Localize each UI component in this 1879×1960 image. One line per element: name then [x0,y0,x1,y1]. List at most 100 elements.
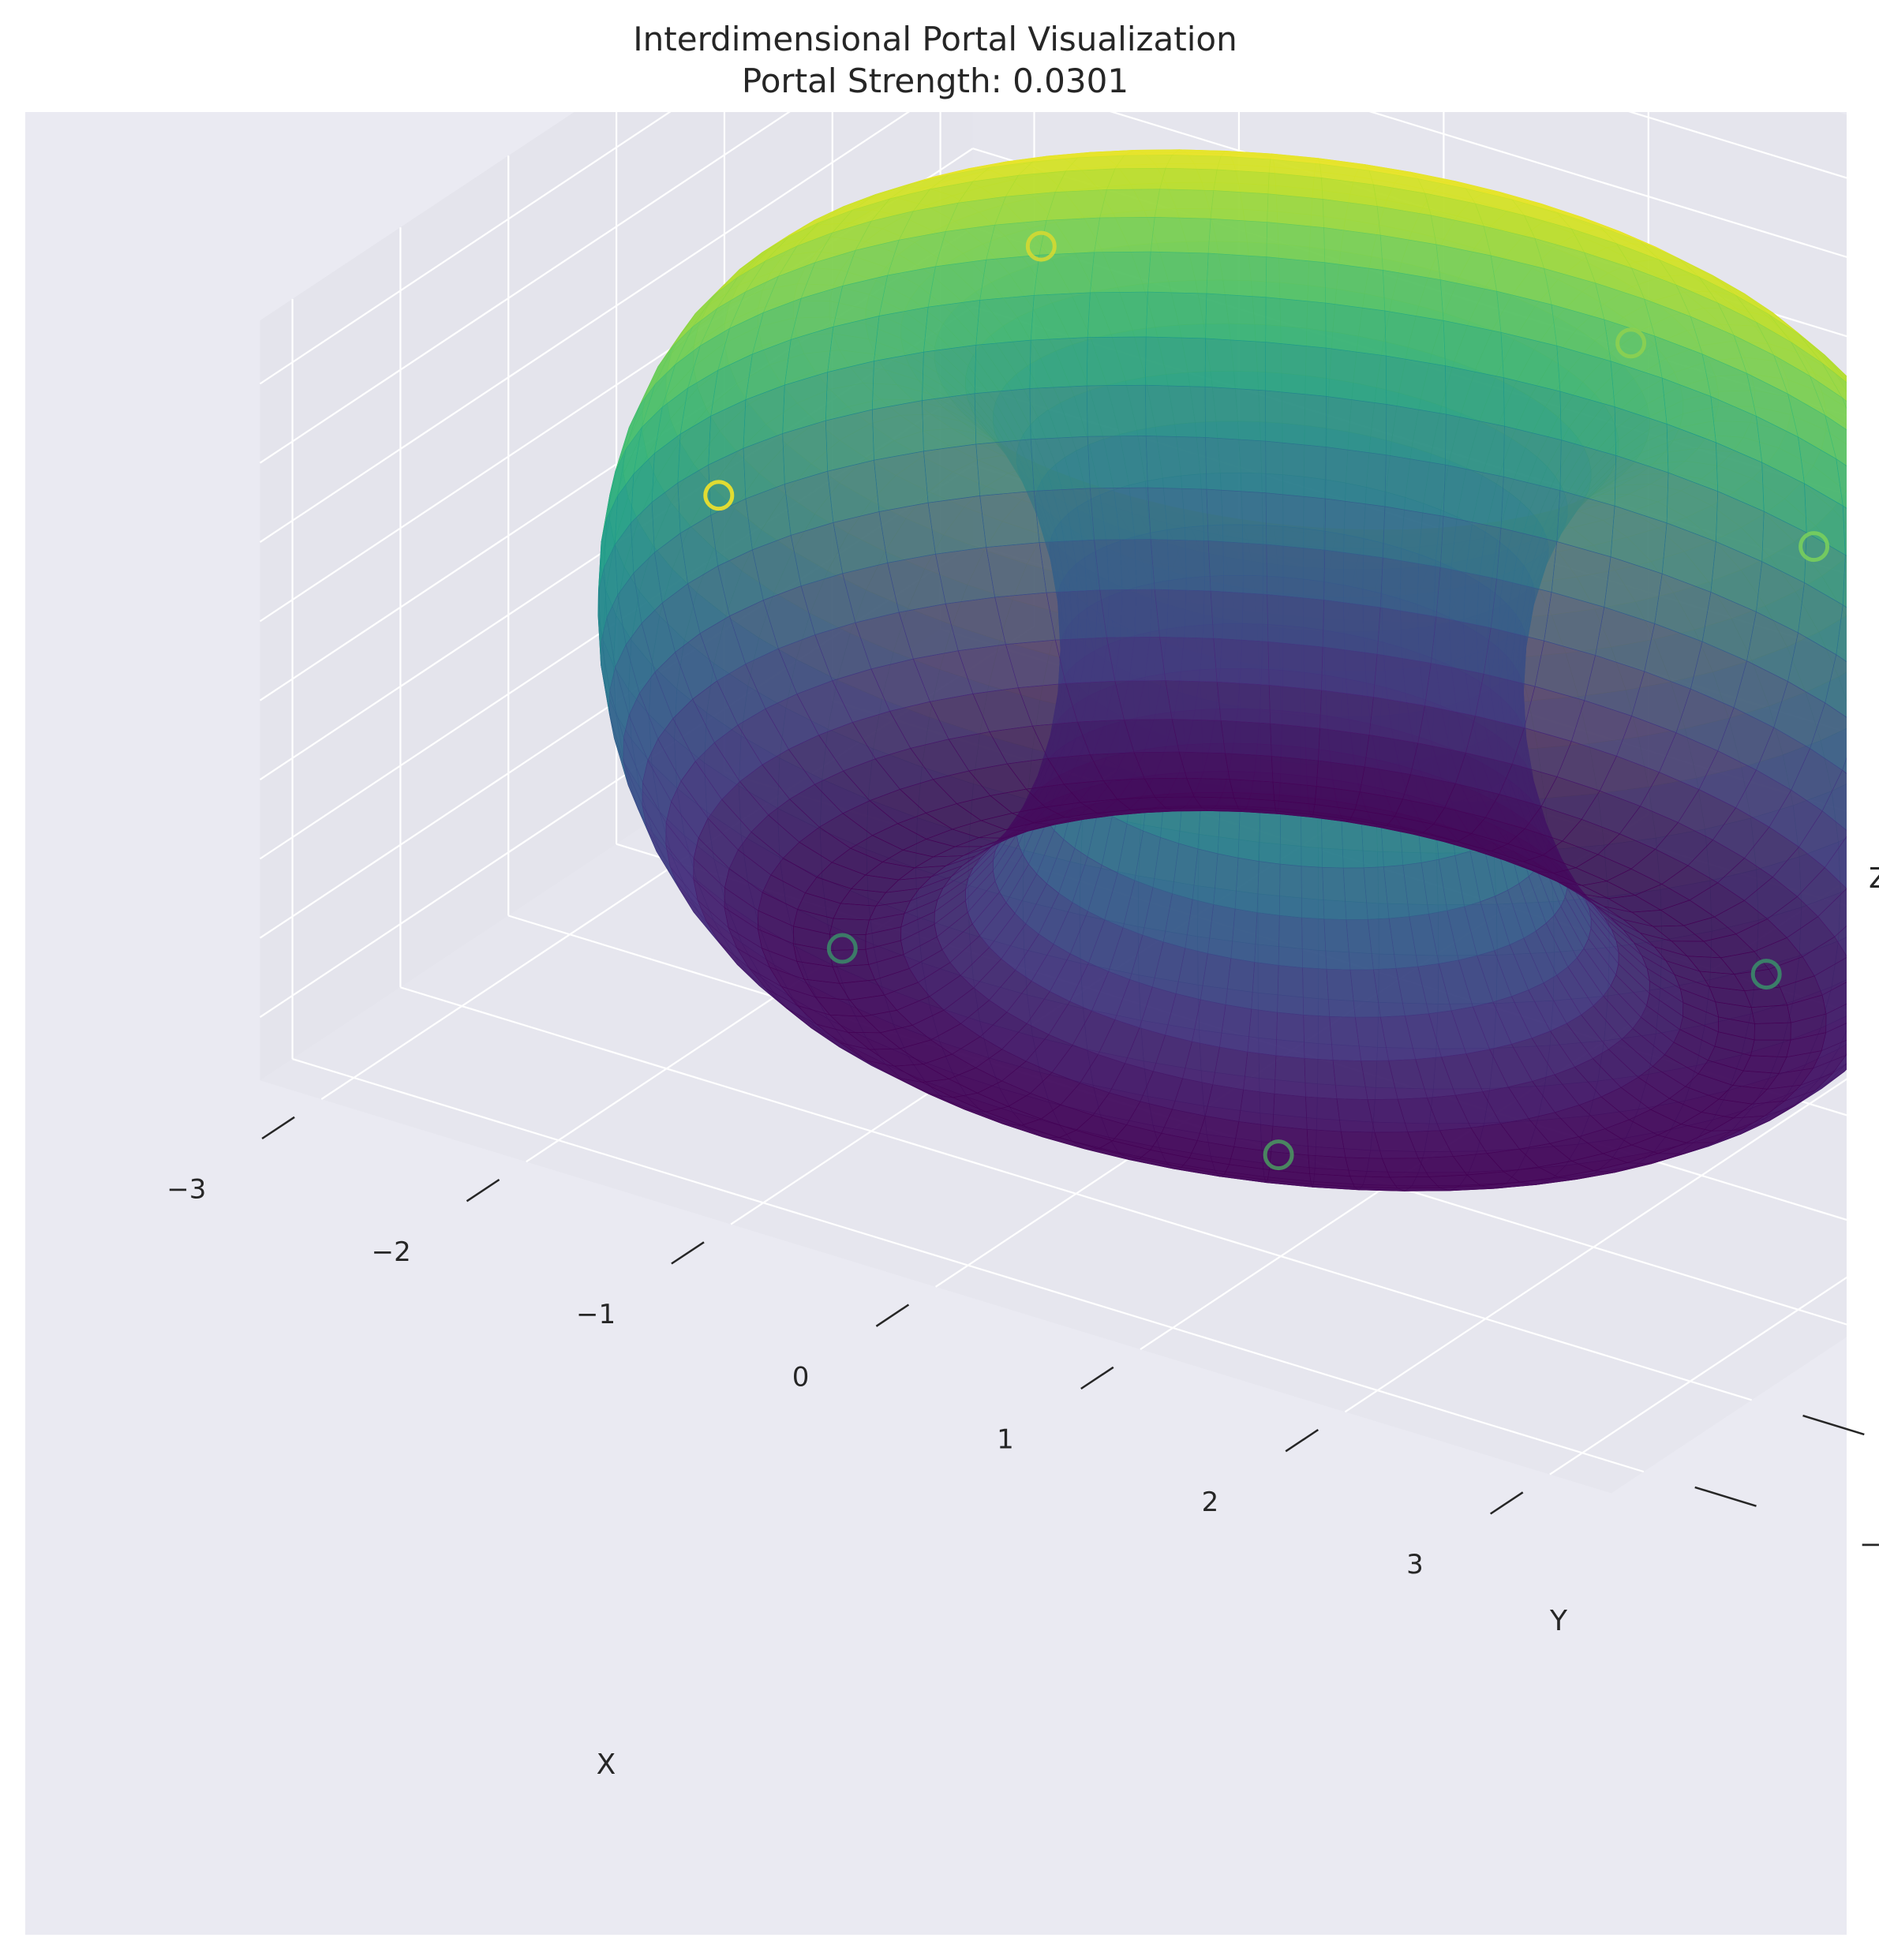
portal-markers [703,230,1830,1171]
surface-facet [1870,421,1879,484]
surface-facet [1870,628,1879,701]
surface-facet [1229,779,1275,801]
surface-facet [1029,337,1088,389]
surface-facet [1379,557,1441,617]
x-tick-label: −2 [372,1236,411,1268]
surface-facet [975,439,1035,496]
surface-facet [994,592,1056,645]
surface-facet [1870,995,1879,1046]
surface-facet [1271,755,1319,787]
surface-facet [1090,487,1151,540]
surface-facet [1870,748,1879,815]
surface-facet [1159,167,1218,191]
surface-facet [1256,861,1281,916]
surface-facet [874,451,929,512]
surface-facet [1742,1055,1787,1074]
surface-facet [923,443,981,503]
surface-facet [1858,678,1879,749]
portal-marker [1750,959,1782,990]
surface-facet [1859,974,1879,1018]
surface-facet [1090,251,1151,294]
surface-facet [1855,995,1879,1037]
gridline-y-floor [400,986,1752,1401]
surface-facet [1234,857,1260,913]
surface-facet [979,254,1040,301]
surface-facet [1322,866,1347,920]
surface-facet [979,490,1040,548]
surface-facet [1087,436,1148,489]
surface-facet [1858,438,1879,506]
surface-facet [1237,806,1261,862]
surface-facet [1145,336,1206,387]
surface-facet [1842,554,1847,608]
surface-facet [1855,953,1879,1013]
surface-facet [1308,1154,1350,1176]
surface-facet [1322,599,1381,655]
surface-facet [1265,256,1327,304]
surface-facet [1325,447,1387,507]
surface-facet [1845,488,1847,492]
surface-facet [1324,498,1386,559]
surface-facet [1301,866,1325,920]
surface-facet [1842,757,1847,774]
axis-ticks [261,1116,1865,1515]
surface-facet [1086,384,1147,437]
x-tick-label: 1 [997,1424,1014,1456]
surface-facet [1054,637,1116,684]
surface-facet [1099,589,1160,638]
x-tick [261,1116,295,1140]
portal-marker [1615,327,1647,359]
surface-facet [1204,338,1267,391]
gridline-z-left [259,112,911,543]
surface-facet [922,344,977,401]
surface-facet [1268,684,1322,729]
x-tick [1490,1491,1524,1515]
surface-facet [1213,169,1270,195]
surface-facet [1325,302,1387,357]
x-tick [671,1241,705,1265]
surface-facet [1302,967,1331,1017]
surface-facet [1825,836,1847,889]
surface-facet [1165,155,1222,170]
surface-facet [1842,505,1847,556]
surface-facet [1094,539,1155,591]
surface-facet [1323,549,1383,608]
surface-facet [1099,189,1160,219]
surface-facet [871,351,924,410]
surface-facet [1147,487,1209,541]
surface-facet [935,547,996,604]
y-tick-label: −3 [1859,1528,1879,1560]
surface-facet [1834,926,1847,957]
surface-facet [1754,1022,1791,1041]
surface-facet [1086,336,1147,387]
surface-facet [832,964,876,984]
surface-facet [1385,355,1447,415]
gridline-z-left [259,112,791,464]
surface-facet [1230,908,1258,963]
surface-facet [1305,1096,1342,1132]
surface-facet [1178,751,1230,780]
surface-facet [1867,976,1879,1032]
surface-facet [1274,1055,1306,1098]
surface-facet [1321,815,1344,869]
surface-facet [1114,680,1173,720]
surface-facet [1270,723,1320,761]
surface-facet [1321,646,1378,698]
surface-facet [1850,792,1879,855]
gridline-x-floor [1549,1276,1847,1476]
surface-facet [1267,641,1323,691]
surface-facet [1384,454,1446,517]
surface-facet [1251,962,1279,1013]
surface-facet [1319,690,1374,735]
surface-facet [878,502,936,563]
x-tick-label: 0 [792,1361,810,1393]
surface-facet [1145,436,1207,490]
surface-facet [1301,917,1327,970]
portal-marker [1025,230,1057,262]
surface-facet [1205,293,1267,342]
surface-facet [1150,216,1211,254]
surface-facet [1847,393,1879,440]
surface-facet [871,400,924,461]
surface-facet [1325,347,1387,405]
surface-facet [1254,912,1280,966]
